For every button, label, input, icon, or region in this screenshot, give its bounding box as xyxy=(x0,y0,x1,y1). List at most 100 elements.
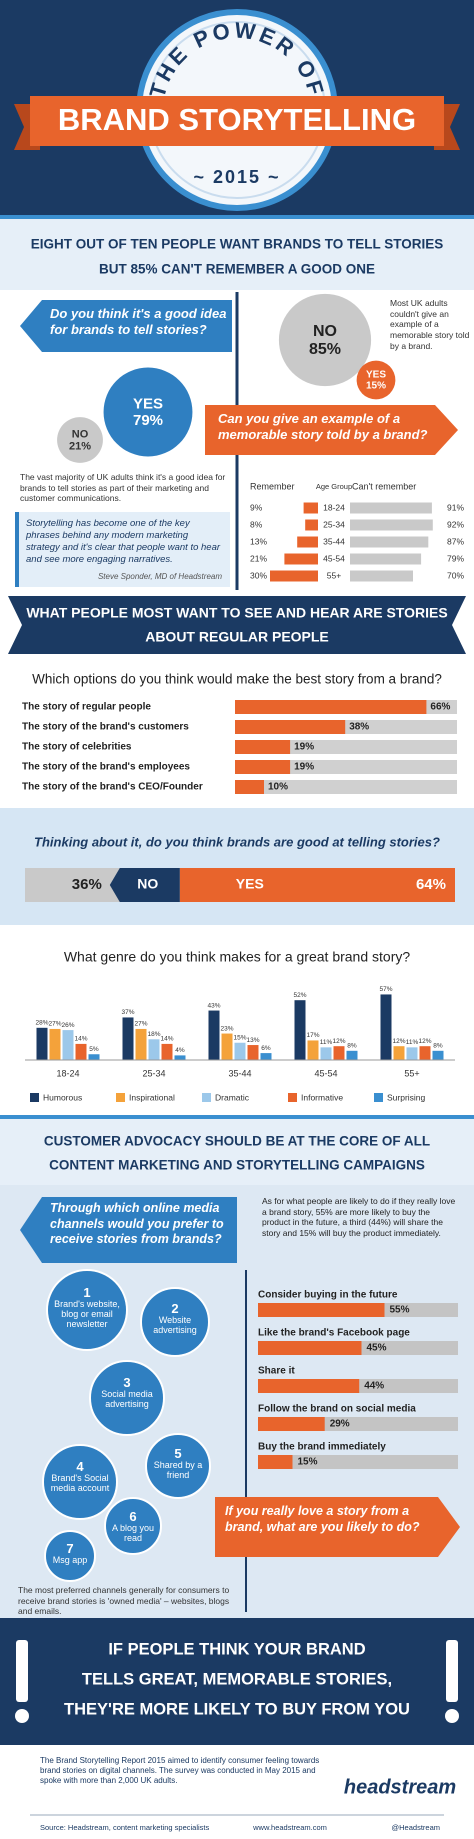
bar xyxy=(346,1050,358,1060)
bar xyxy=(235,780,264,794)
note: The most preferred channels generally fo… xyxy=(18,1585,230,1617)
value-label: 5% xyxy=(89,1046,99,1053)
bar xyxy=(161,1043,173,1060)
band-heading: TELLS GREAT, MEMORABLE STORIES, xyxy=(82,1670,392,1688)
value-label: 37% xyxy=(121,1009,134,1016)
channel-label: Shared by a friend xyxy=(153,1460,203,1481)
option-label: The story of celebrities xyxy=(22,742,132,753)
bar xyxy=(122,1017,134,1060)
value-label: 15% xyxy=(233,1034,246,1041)
no-tag xyxy=(109,868,180,902)
answer-circle xyxy=(278,293,372,387)
question: If you really love a story from a brand,… xyxy=(225,1504,420,1534)
channel-circle xyxy=(44,1530,96,1582)
x-tick-label: 45-54 xyxy=(314,1068,337,1078)
channel-circle xyxy=(46,1269,128,1351)
bar xyxy=(235,740,291,754)
x-tick-label: 35-44 xyxy=(228,1068,251,1078)
bar xyxy=(432,1050,444,1060)
value-label: 11% xyxy=(406,1039,419,1046)
value-label: 13% xyxy=(246,1037,259,1044)
option-label: The story of the brand's employees xyxy=(22,762,190,773)
x-tick-label: 18-24 xyxy=(56,1068,79,1078)
x-tick-label: 55+ xyxy=(404,1068,419,1078)
quote-author: Steve Sponder, MD of Headstream xyxy=(97,572,222,581)
bar xyxy=(260,1053,272,1060)
answer-label: NO xyxy=(313,323,337,340)
bar xyxy=(320,1047,332,1060)
cant-remember-label: 87% xyxy=(447,536,464,546)
legend-swatch xyxy=(116,1093,125,1102)
cant-remember-bar xyxy=(350,536,429,548)
channel-rank: 5 xyxy=(174,1446,182,1462)
band-heading: EIGHT OUT OF TEN PEOPLE WANT BRANDS TO T… xyxy=(31,237,444,252)
remember-label: 30% xyxy=(250,570,267,580)
value-label: 19% xyxy=(294,762,314,773)
answer-circle xyxy=(103,367,193,457)
bar xyxy=(258,1455,293,1469)
quote-box xyxy=(15,512,230,587)
no-label: NO xyxy=(137,876,158,892)
bar xyxy=(221,1033,233,1060)
legend-swatch xyxy=(30,1093,39,1102)
about: The Brand Storytelling Report 2015 aimed… xyxy=(40,1756,320,1785)
option-label: The story of regular people xyxy=(22,702,151,713)
bar xyxy=(258,1417,325,1431)
cant-remember-bar xyxy=(350,553,422,565)
bar xyxy=(235,700,427,714)
bar xyxy=(247,1045,259,1060)
age-label: 55+ xyxy=(327,570,341,580)
question-arrow xyxy=(205,405,458,455)
value-label: 38% xyxy=(349,722,369,733)
year: ~ 2015 ~ xyxy=(193,167,280,187)
remember-label: 8% xyxy=(250,519,263,529)
value-label: 52% xyxy=(293,992,306,999)
value-label: 12% xyxy=(392,1038,405,1045)
remember-bar xyxy=(297,536,318,548)
question: Can you give an example of a memorable s… xyxy=(218,411,428,443)
channel-label: Brand's Social media account xyxy=(50,1473,110,1493)
question: Through which online media channels woul… xyxy=(50,1201,224,1247)
age-label: 25-34 xyxy=(323,519,345,529)
band-heading: ABOUT REGULAR PEOPLE xyxy=(145,629,329,645)
url: www.headstream.com xyxy=(252,1823,327,1832)
bar xyxy=(235,760,291,774)
value-label: 8% xyxy=(433,1043,443,1050)
bar xyxy=(235,720,346,734)
table-header: Age Group xyxy=(316,482,352,491)
bar xyxy=(258,1379,360,1393)
channel-rank: 7 xyxy=(66,1540,74,1556)
bar xyxy=(333,1046,345,1060)
value-label: 26% xyxy=(61,1022,74,1029)
bar xyxy=(88,1054,100,1060)
cant-remember-label: 91% xyxy=(447,502,464,512)
remember-bar xyxy=(284,553,318,565)
answer-circle xyxy=(356,360,396,400)
channel-rank: 2 xyxy=(171,1300,179,1316)
remember-bar xyxy=(270,570,318,582)
table-header: Can't remember xyxy=(352,481,416,491)
quote: Storytelling has become one of the key p… xyxy=(26,518,221,565)
no-value: 36% xyxy=(72,876,102,893)
value-label: 27% xyxy=(48,1021,61,1028)
band-heading: THEY'RE MORE LIKELY TO BUY FROM YOU xyxy=(64,1700,410,1718)
cant-remember-bar xyxy=(350,502,432,514)
channel-circle xyxy=(89,1360,165,1436)
source: Source: Headstream, content marketing sp… xyxy=(40,1823,209,1832)
note: The vast majority of UK adults think it'… xyxy=(20,472,226,504)
channel-rank: 3 xyxy=(123,1375,131,1391)
yes-bar xyxy=(179,868,456,902)
note: Most UK adults couldn't give an example … xyxy=(390,298,470,351)
option-label: The story of the brand's CEO/Founder xyxy=(22,782,203,793)
channel-rank: 6 xyxy=(129,1508,137,1524)
bar xyxy=(419,1046,431,1060)
legend-label: Dramatic xyxy=(215,1092,250,1102)
cant-remember-label: 79% xyxy=(447,553,464,563)
value-label: 15% xyxy=(298,1457,318,1468)
value-label: 28% xyxy=(35,1020,48,1027)
band-heading: CONTENT MARKETING AND STORYTELLING CAMPA… xyxy=(49,1158,425,1173)
answer-value: 15% xyxy=(366,381,386,392)
bar xyxy=(258,1303,385,1317)
table-header: Remember xyxy=(250,481,295,491)
